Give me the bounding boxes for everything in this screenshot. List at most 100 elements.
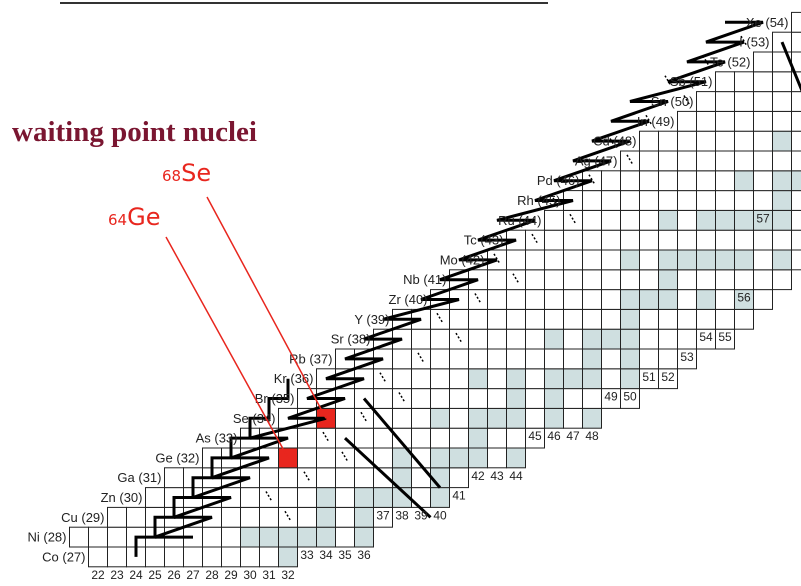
nuclide-cell — [202, 546, 222, 568]
nuclide-cell — [69, 526, 89, 548]
element-label: Pd (46) — [537, 173, 580, 188]
stable-nuclide-cell — [582, 407, 602, 429]
nuclide-cell — [525, 348, 545, 370]
nuclide-cell — [297, 506, 317, 528]
nuclide-cell — [107, 546, 127, 568]
nuclide-cell — [506, 308, 526, 330]
stable-nuclide-cell — [715, 249, 735, 271]
nuclide-cell — [639, 308, 659, 330]
nuclide-cell — [468, 289, 488, 310]
stable-nuclide-cell — [677, 249, 697, 271]
nuclide-cell — [658, 170, 678, 192]
nuclide-cell — [354, 467, 374, 489]
stable-nuclide-cell — [544, 368, 564, 390]
stable-nuclide-cell — [620, 328, 640, 350]
nuclide-cell — [601, 190, 621, 211]
neutron-number-label: 56 — [737, 291, 751, 305]
stable-nuclide-cell — [791, 170, 801, 192]
nuclide-cell — [601, 289, 621, 310]
element-label: I (53) — [739, 35, 769, 50]
nuclide-cell — [164, 546, 184, 568]
beta-decay-dash — [322, 431, 330, 443]
stable-nuclide-cell — [373, 487, 393, 508]
element-label: Cu (29) — [61, 510, 104, 525]
nuclide-cell — [525, 269, 545, 291]
beta-decay-dash — [626, 154, 634, 166]
beta-decay-dash — [303, 471, 311, 483]
nuclide-cell — [734, 110, 754, 132]
nuclide-cell — [658, 308, 678, 330]
beta-decay-dash — [360, 411, 368, 423]
nuclide-cell — [696, 190, 716, 211]
nuclide-cell — [734, 150, 754, 172]
beta-decay-dash — [512, 273, 520, 285]
nuclide-cell — [639, 150, 659, 172]
callout-se68-mass: 68 — [162, 167, 181, 185]
nuclide-cell — [449, 467, 469, 489]
callout-ge64-label: 64Ge — [108, 203, 160, 231]
beta-decay-dash — [493, 253, 501, 265]
nuclide-cell — [202, 526, 222, 548]
nuclide-cell — [506, 328, 526, 350]
nuclide-cell — [639, 229, 659, 251]
stable-nuclide-cell — [278, 546, 298, 568]
element-label: Br (35) — [255, 391, 295, 406]
neutron-number-label: 40 — [433, 508, 447, 522]
neutron-number-label: 55 — [718, 330, 732, 344]
stable-nuclide-cell — [620, 348, 640, 370]
nuclide-cell — [658, 229, 678, 251]
nuclide-cell — [696, 91, 716, 112]
nuclide-cell — [411, 467, 431, 489]
nuclide-cell — [430, 427, 450, 449]
rp-path-diagonal — [362, 397, 442, 489]
nuclide-cell — [791, 110, 801, 132]
element-label: Co (27) — [42, 549, 85, 564]
stable-nuclide-cell — [468, 368, 488, 390]
nuclide-cell — [335, 407, 355, 429]
beta-decay-dash — [474, 293, 482, 304]
element-label: Cd (48) — [593, 134, 636, 149]
nuclide-cell — [88, 546, 108, 568]
nuclide-cell — [430, 388, 450, 409]
nuclide-cell — [468, 308, 488, 330]
nuclide-cell — [601, 368, 621, 390]
nuclide-cell — [525, 249, 545, 271]
nuclide-cell — [601, 209, 621, 231]
element-label: Zn (30) — [101, 490, 143, 505]
stable-nuclide-cell — [316, 526, 336, 548]
nuclide-cell — [677, 308, 697, 330]
nuclide-cell — [525, 289, 545, 310]
element-label: Tc (43) — [464, 233, 504, 248]
stable-nuclide-cell — [468, 447, 488, 469]
neutron-number-label: 26 — [167, 568, 181, 582]
stable-nuclide-cell — [468, 407, 488, 429]
nuclide-cell — [563, 289, 583, 310]
nuclide-cell — [525, 368, 545, 390]
stable-nuclide-cell — [506, 388, 526, 409]
neutron-number-label: 36 — [357, 548, 371, 562]
nuclide-cell — [563, 348, 583, 370]
rp-process-path — [134, 20, 801, 557]
nuclide-cell — [696, 269, 716, 291]
nuclide-cell — [297, 467, 317, 489]
nuclide-cell — [278, 487, 298, 508]
stable-nuclide-cell — [658, 209, 678, 231]
neutron-number-label: 57 — [756, 211, 770, 225]
nuclide-cell — [563, 328, 583, 350]
beta-decay-dash — [607, 134, 615, 146]
nuclide-cell — [373, 388, 393, 409]
nuclide-cell — [449, 308, 469, 330]
nuclide-cell — [639, 269, 659, 291]
neutron-number-label: 38 — [395, 508, 409, 522]
neutron-number-label: 30 — [243, 568, 257, 582]
element-label: Ag (47) — [575, 153, 618, 168]
nuclide-cell — [772, 269, 792, 291]
nuclide-cell — [354, 407, 374, 429]
nuclide-cell — [335, 487, 355, 508]
nuclide-cell — [601, 249, 621, 271]
stable-nuclide-cell — [544, 388, 564, 409]
nuclide-cell — [753, 150, 773, 172]
nuclide-cell — [715, 289, 735, 310]
nuclide-cell — [772, 110, 792, 132]
stable-nuclide-cell — [772, 249, 792, 271]
